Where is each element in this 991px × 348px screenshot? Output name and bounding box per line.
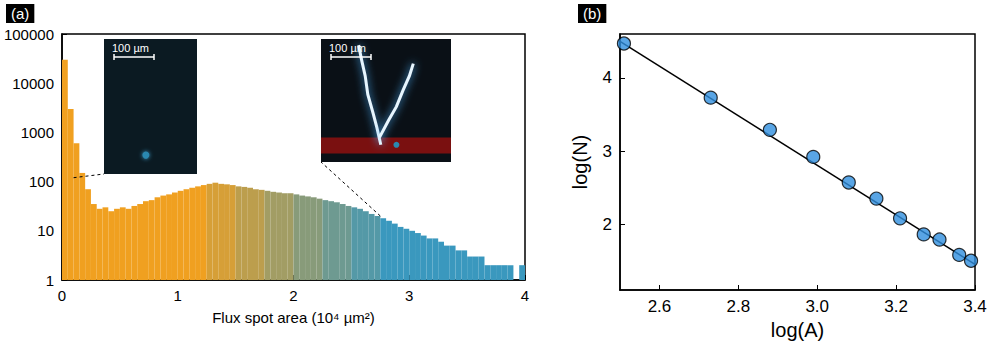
svg-text:10: 10	[37, 222, 54, 239]
svg-text:2: 2	[289, 287, 297, 304]
svg-text:1: 1	[174, 287, 182, 304]
svg-text:100000: 100000	[4, 26, 54, 43]
svg-text:log(A): log(A)	[771, 319, 824, 341]
svg-text:3: 3	[405, 287, 413, 304]
svg-text:(b): (b)	[583, 5, 601, 22]
svg-text:1000: 1000	[21, 124, 54, 141]
svg-text:100: 100	[29, 173, 54, 190]
svg-text:100 µm: 100 µm	[112, 42, 149, 54]
svg-text:3.0: 3.0	[805, 297, 829, 316]
svg-text:3.4: 3.4	[963, 297, 987, 316]
svg-text:1: 1	[46, 272, 54, 289]
svg-text:3: 3	[603, 142, 612, 161]
svg-text:10000: 10000	[12, 75, 54, 92]
svg-text:2.6: 2.6	[648, 297, 672, 316]
svg-text:2.8: 2.8	[727, 297, 751, 316]
svg-text:4: 4	[603, 68, 612, 87]
svg-text:2: 2	[603, 215, 612, 234]
svg-text:Flux spot area (10⁴ µm²): Flux spot area (10⁴ µm²)	[212, 309, 375, 326]
svg-text:4: 4	[521, 287, 529, 304]
svg-text:log(N): log(N)	[569, 135, 591, 189]
svg-text:100 µm: 100 µm	[329, 42, 366, 54]
svg-text:0: 0	[58, 287, 66, 304]
svg-text:3.2: 3.2	[884, 297, 908, 316]
svg-text:(a): (a)	[11, 5, 29, 22]
